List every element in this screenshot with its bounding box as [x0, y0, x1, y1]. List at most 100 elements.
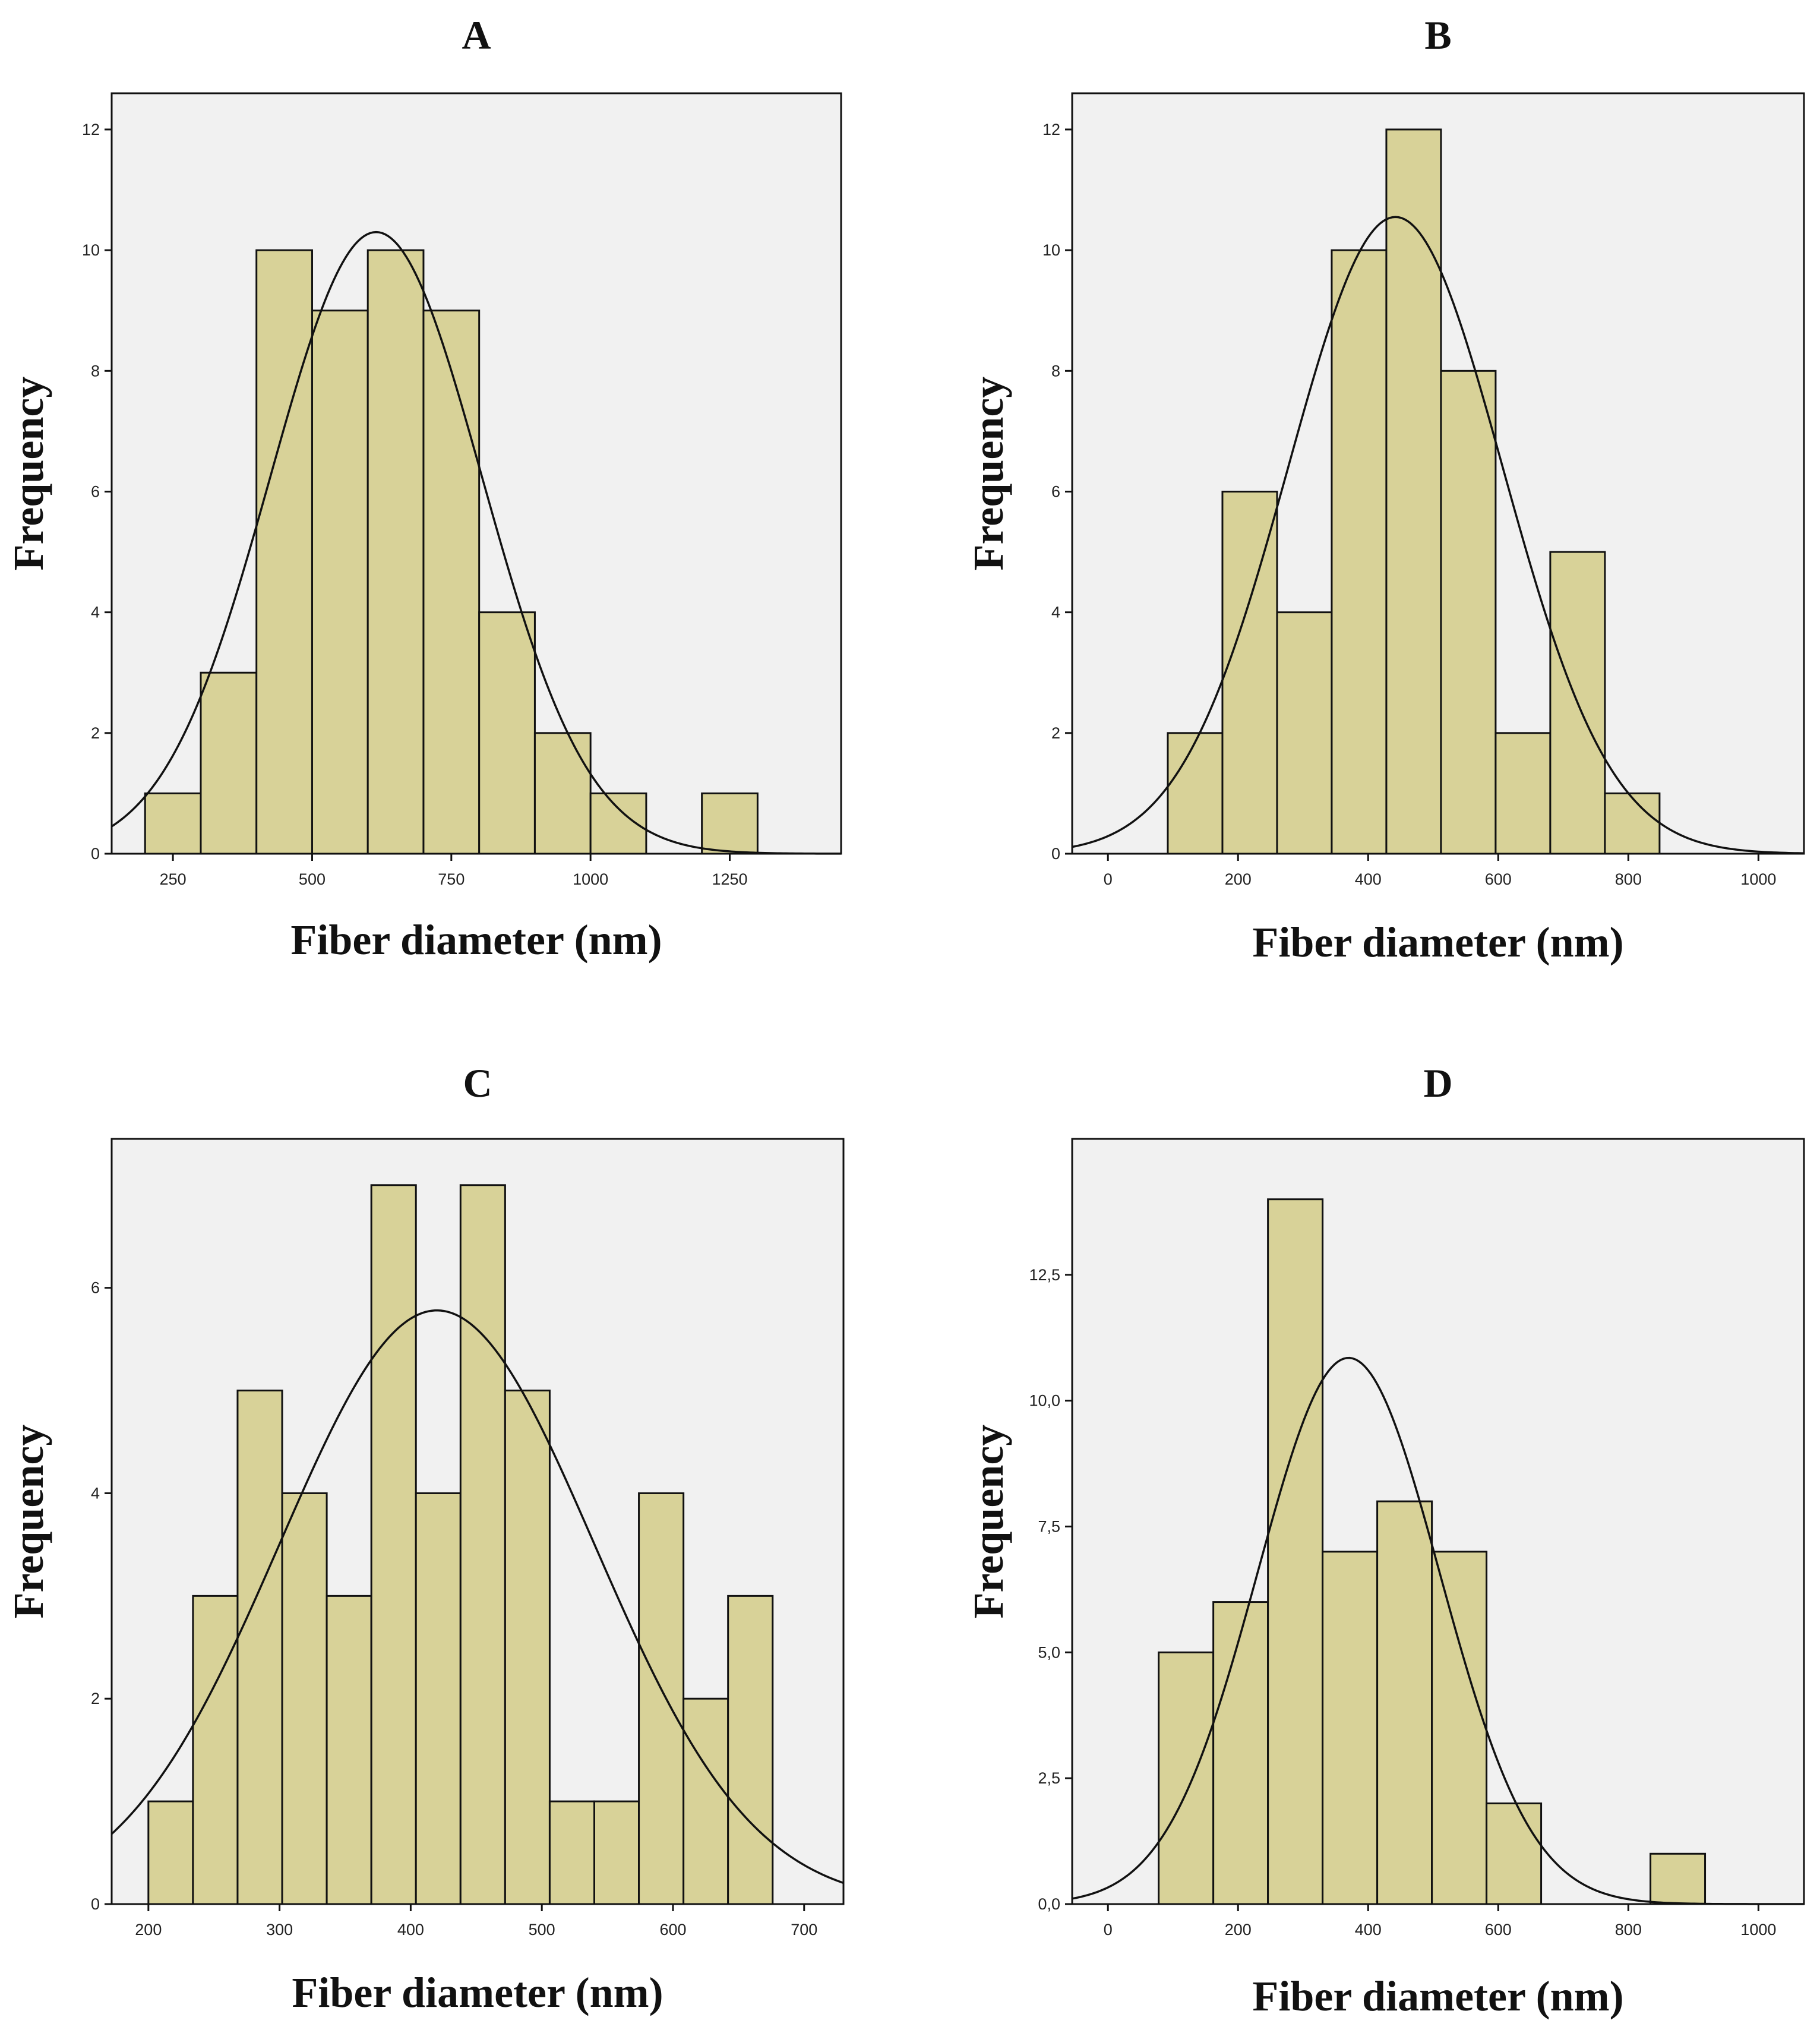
- histogram-bar: [1276, 611, 1333, 855]
- y-tick-label: 8: [1051, 362, 1060, 380]
- y-tick-label: 2: [91, 724, 100, 742]
- histogram-bar: [1431, 1551, 1488, 1905]
- histogram-bar: [311, 310, 369, 855]
- histogram-bar: [682, 1697, 729, 1905]
- y-tick-label: 2,5: [1038, 1769, 1060, 1787]
- x-tick-label: 800: [1615, 870, 1642, 888]
- x-tick-label: 300: [266, 1921, 293, 1939]
- x-tick-label: 1000: [573, 870, 608, 888]
- histogram-bar: [638, 1492, 685, 1905]
- x-tick-label: 200: [1225, 870, 1252, 888]
- x-tick-label: 400: [1355, 1921, 1382, 1939]
- x-axis-title: Fiber diameter (nm): [1252, 1972, 1623, 2020]
- panel-title-c: C: [463, 1060, 492, 1106]
- normal-curve: [1072, 216, 1805, 854]
- y-tick-label: 2: [91, 1690, 100, 1707]
- histogram-bar: [1440, 370, 1497, 855]
- histogram-bar: [422, 310, 481, 855]
- chart-panel-b: 0 2 4 6 8 10 12 0 200 400 600 800 1000 B Fiber diamete…: [965, 12, 1805, 966]
- histogram-bar: [255, 249, 313, 855]
- x-tick-label: 600: [1485, 1921, 1512, 1939]
- x-tick-label: 700: [791, 1921, 817, 1939]
- y-tick-label: 8: [91, 362, 100, 380]
- histogram-bar: [1331, 249, 1388, 855]
- histogram-bar: [1494, 732, 1552, 855]
- histogram-bar: [281, 1492, 328, 1905]
- histogram-bar: [200, 671, 258, 855]
- x-axis-title: Fiber diameter (nm): [1252, 918, 1623, 966]
- histogram-bar: [593, 1800, 640, 1905]
- histogram-bar: [366, 249, 425, 855]
- x-tick-label: 600: [1485, 870, 1512, 888]
- y-tick-label: 6: [91, 1279, 100, 1297]
- histogram-bar: [701, 792, 759, 855]
- y-tick-label: 6: [1051, 482, 1060, 500]
- x-tick-label: 500: [529, 1921, 555, 1939]
- y-tick-label: 0: [91, 845, 100, 863]
- histogram-bar: [478, 611, 536, 855]
- histogram-bar: [1376, 1500, 1433, 1905]
- panel-title-a: A: [462, 12, 491, 58]
- histogram-bar: [1267, 1198, 1324, 1905]
- y-tick-label: 2: [1051, 724, 1060, 742]
- histogram-bar: [370, 1184, 417, 1905]
- chart-panel-a: 0 2 4 6 8 10 12 250 500 750 1000 1250 A Fiber diamete…: [5, 12, 842, 964]
- y-tick-label: 0,0: [1038, 1895, 1060, 1913]
- y-tick-label: 4: [1051, 604, 1060, 621]
- histogram-bar: [1604, 792, 1661, 855]
- x-tick-label: 600: [659, 1921, 686, 1939]
- x-tick-label: 800: [1615, 1921, 1642, 1939]
- y-axis-title: Frequency: [5, 377, 52, 571]
- y-tick-label: 12: [82, 121, 100, 138]
- y-axis-title: Frequency: [965, 1425, 1012, 1619]
- x-axis-title: Fiber diameter (nm): [292, 1969, 663, 2016]
- y-tick-label: 10: [82, 241, 100, 259]
- chart-panel-d: 0,0 2,5 5,0 7,5 10,0 12,5 0 200 400 600 800 1000 D Fi…: [965, 1060, 1805, 2020]
- y-tick-label: 0: [91, 1895, 100, 1913]
- histogram-bar: [459, 1184, 506, 1905]
- y-tick-label: 4: [91, 604, 100, 621]
- histogram-bar: [147, 1800, 194, 1905]
- x-tick-label: 400: [1355, 870, 1382, 888]
- x-tick-label: 500: [299, 870, 326, 888]
- x-tick-label: 400: [397, 1921, 424, 1939]
- y-tick-label: 12,5: [1029, 1266, 1060, 1284]
- y-tick-label: 10,0: [1029, 1392, 1060, 1410]
- histogram-bar: [236, 1390, 283, 1905]
- histogram-bar: [1158, 1651, 1215, 1905]
- y-tick-label: 4: [91, 1484, 100, 1502]
- x-tick-label: 200: [1225, 1921, 1252, 1939]
- x-tick-label: 1000: [1740, 870, 1776, 888]
- histogram-bar: [415, 1492, 462, 1905]
- panel-title-b: B: [1424, 12, 1451, 58]
- x-tick-label: 1000: [1740, 1921, 1776, 1939]
- histogram-bar: [1486, 1802, 1543, 1905]
- x-tick-label: 200: [135, 1921, 162, 1939]
- y-tick-label: 10: [1042, 241, 1060, 259]
- histogram-bar: [192, 1595, 239, 1905]
- x-tick-label: 1250: [712, 870, 747, 888]
- y-axis-title: Frequency: [5, 1425, 52, 1619]
- histogram-bar: [1650, 1852, 1707, 1905]
- histogram-bar: [144, 792, 202, 855]
- chart-panel-c: 0 2 4 6 200 300 400 500 600 700 C Fiber diameter (n…: [5, 1060, 845, 2016]
- histogram-bar: [1221, 490, 1278, 855]
- normal-curve: [110, 1309, 844, 1884]
- x-tick-label: 250: [160, 870, 187, 888]
- y-tick-label: 5,0: [1038, 1643, 1060, 1661]
- y-tick-label: 6: [91, 482, 100, 500]
- histogram-bar: [326, 1595, 372, 1905]
- y-axis-title: Frequency: [965, 377, 1012, 571]
- histogram-bar: [548, 1800, 596, 1905]
- x-tick-label: 750: [438, 870, 465, 888]
- y-tick-label: 12: [1042, 121, 1060, 138]
- histogram-bar: [727, 1595, 774, 1905]
- histogram-bar: [533, 732, 592, 855]
- x-tick-label: 0: [1104, 870, 1113, 888]
- normal-curve: [111, 231, 842, 855]
- histogram-bar: [1167, 732, 1224, 855]
- x-axis-title: Fiber diameter (nm): [290, 916, 662, 964]
- y-tick-label: 0: [1051, 845, 1060, 863]
- histogram-bar: [1212, 1601, 1269, 1905]
